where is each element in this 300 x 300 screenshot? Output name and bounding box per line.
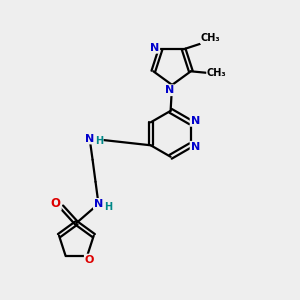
Text: H: H [95, 136, 103, 146]
Text: O: O [51, 197, 61, 210]
Text: CH₃: CH₃ [200, 33, 220, 43]
Text: N: N [164, 85, 174, 95]
Text: N: N [150, 43, 159, 53]
Text: O: O [85, 255, 94, 265]
Text: N: N [190, 116, 200, 126]
Text: N: N [94, 199, 103, 209]
Text: N: N [85, 134, 94, 143]
Text: CH₃: CH₃ [207, 68, 226, 78]
Text: N: N [190, 142, 200, 152]
Text: H: H [104, 202, 112, 212]
